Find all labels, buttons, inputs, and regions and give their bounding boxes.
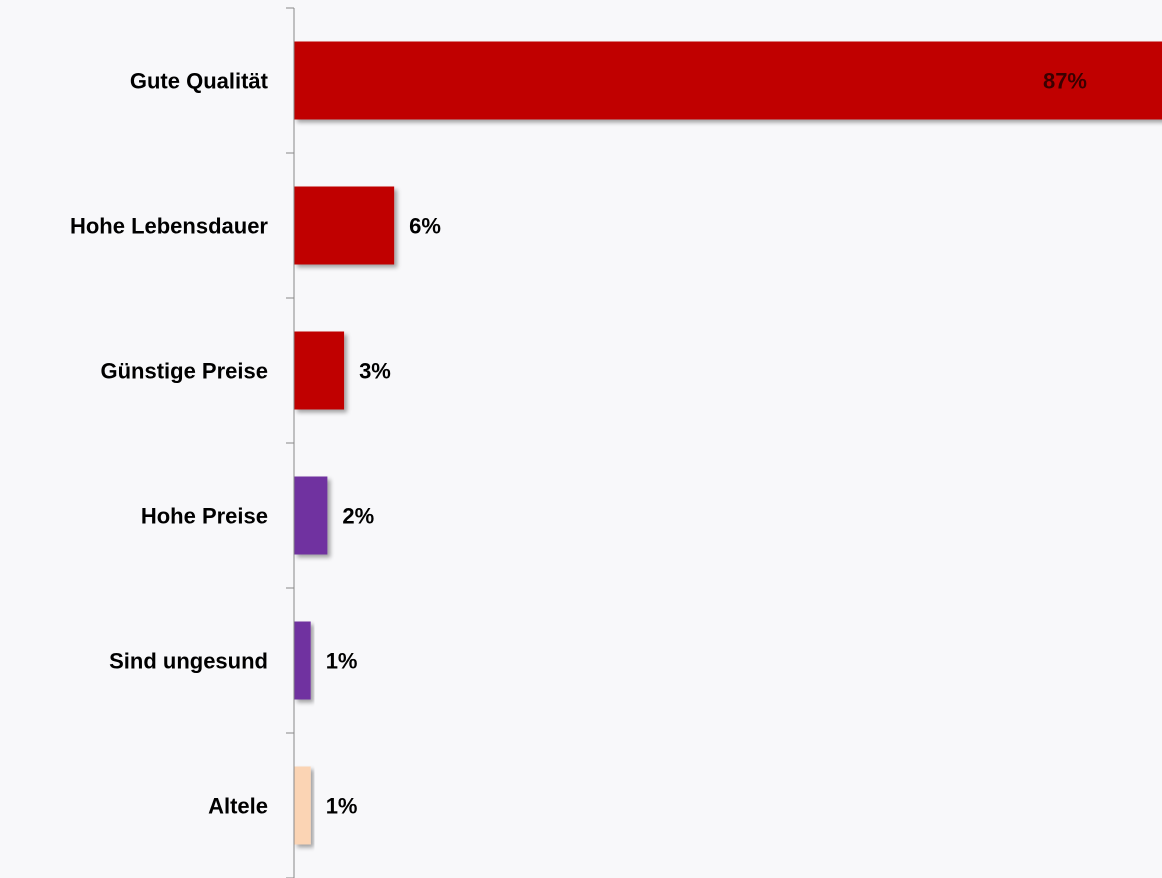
data-label: 6% [409, 213, 441, 238]
bar [294, 331, 345, 410]
data-label: 3% [359, 358, 391, 383]
bar [294, 41, 1162, 120]
y-tick-label: Gute Qualität [130, 68, 269, 93]
data-label: 1% [326, 793, 358, 818]
bar [294, 476, 328, 555]
data-label: 2% [342, 503, 374, 528]
data-label: 1% [326, 648, 358, 673]
bar [294, 186, 395, 265]
data-label: 87% [1043, 68, 1087, 93]
bar [294, 766, 311, 845]
bar [294, 621, 311, 700]
y-tick-label: Altele [208, 793, 268, 818]
y-tick-label: Günstige Preise [100, 358, 268, 383]
y-tick-label: Hohe Lebensdauer [70, 213, 268, 238]
y-tick-label: Hohe Preise [141, 503, 268, 528]
y-tick-label: Sind ungesund [109, 648, 268, 673]
